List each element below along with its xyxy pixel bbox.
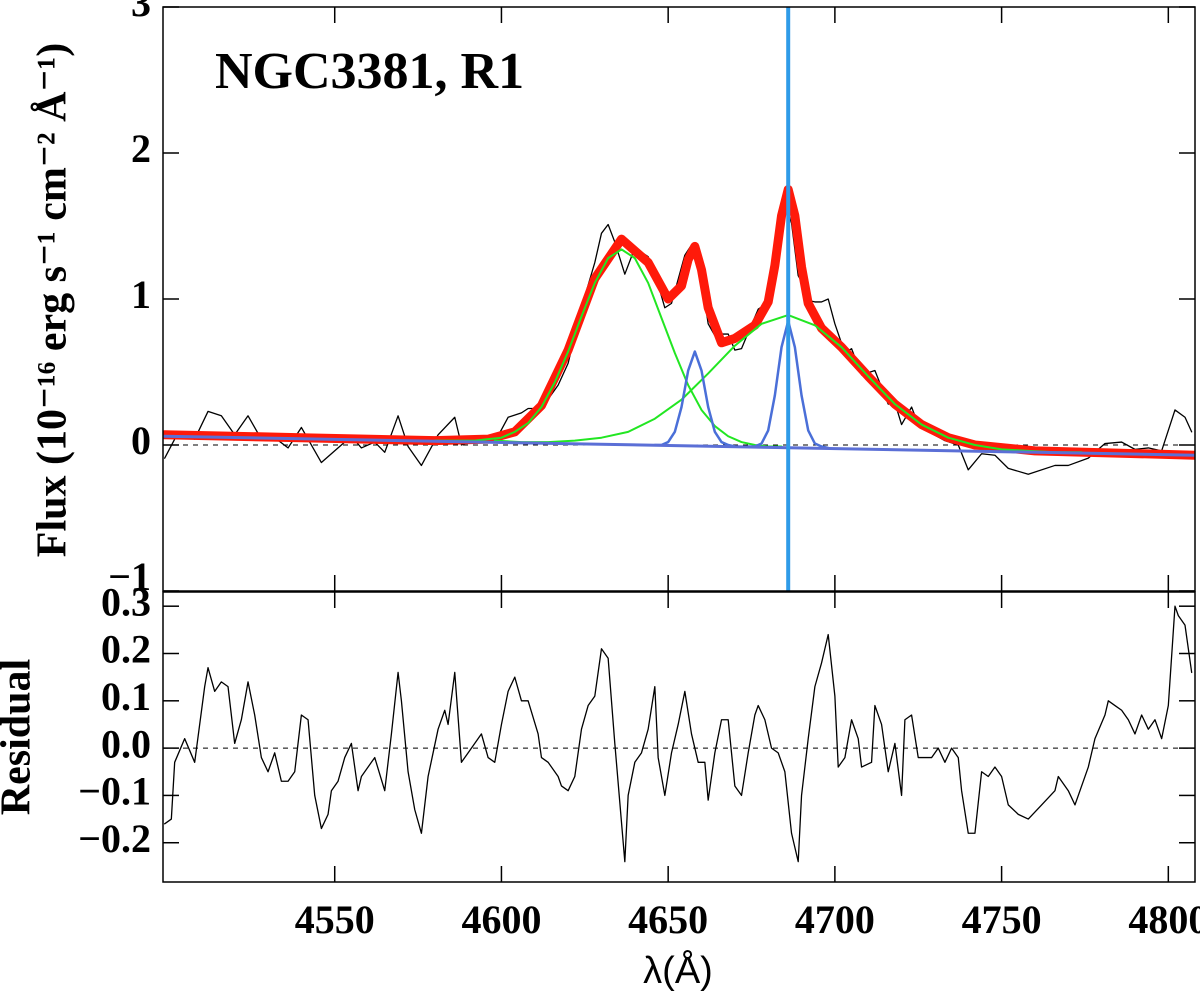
residual-plot-area xyxy=(163,605,1195,863)
x-tick-label: 4750 xyxy=(962,897,1042,942)
x-axis-title: λ(Å) xyxy=(643,948,713,992)
spectrum-line xyxy=(433,248,783,448)
y-tick-label: −1 xyxy=(108,554,151,599)
panel-frame xyxy=(162,591,1196,883)
x-tick-label: 4650 xyxy=(628,897,708,942)
x-tick-label: 4700 xyxy=(795,897,875,942)
y-axis-title: Residual xyxy=(0,659,40,815)
y-tick-label: 2 xyxy=(131,126,151,171)
y-tick-label: 0.3 xyxy=(101,579,151,624)
axes: 3 2 1 0 −10.30.20.10.0−0.1−0.2 4550 4600 4650 47… xyxy=(78,0,1200,942)
y-axis-title: Flux (10⁻¹⁶ erg s⁻¹ cm⁻² Å⁻¹) xyxy=(30,43,76,557)
y-tick-label: 0.1 xyxy=(101,674,151,719)
y-tick-label: 0.0 xyxy=(101,721,151,766)
spectrum-line xyxy=(163,434,1195,457)
x-tick-label: 4550 xyxy=(295,897,375,942)
spectrum-line xyxy=(164,203,1193,475)
y-tick-label: 3 xyxy=(131,0,151,25)
y-tick-label: −0.2 xyxy=(78,816,151,861)
annotation: NGC3381, R1 xyxy=(215,43,524,100)
x-tick-label: 4800 xyxy=(1128,897,1200,942)
y-tick-label: −0.1 xyxy=(78,769,151,814)
spectrum-line xyxy=(653,350,737,448)
y-tick-label: 0.2 xyxy=(101,627,151,672)
flux-plot-area xyxy=(163,7,1195,591)
y-tick-label: 0 xyxy=(131,418,151,463)
y-tick-label: 1 xyxy=(131,272,151,317)
spectrum-line xyxy=(164,605,1193,863)
x-tick-label: 4600 xyxy=(461,897,541,942)
